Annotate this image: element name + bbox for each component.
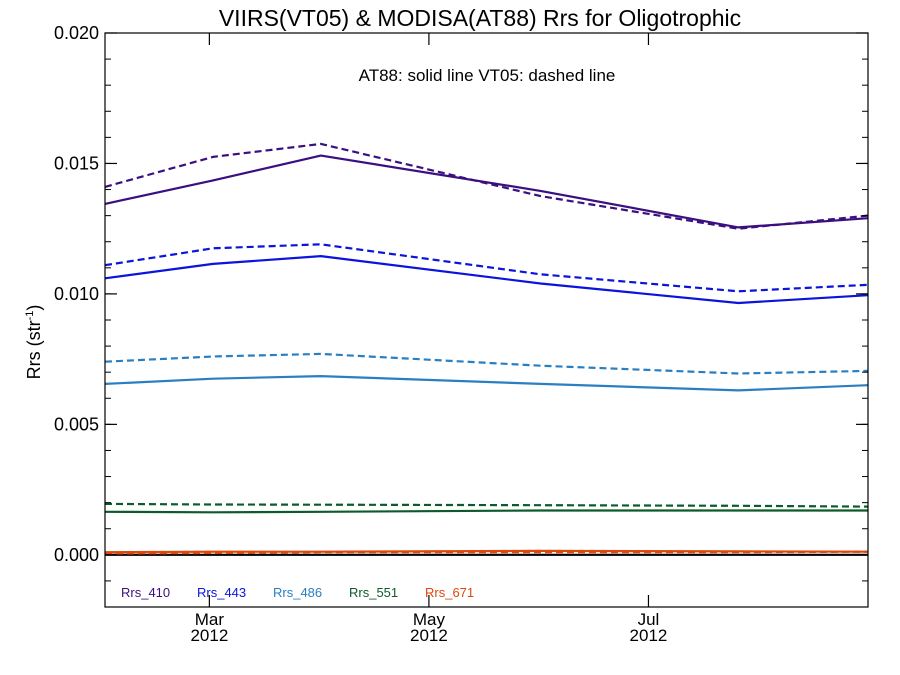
chart-title: VIIRS(VT05) & MODISA(AT88) Rrs for Oligo…	[219, 5, 741, 31]
series-line-rrs-443-at88	[104, 255, 869, 305]
y-tick-label: 0.010	[54, 284, 99, 304]
plot-area: 0.0000.0050.0100.0150.020Mar2012May2012J…	[54, 23, 869, 645]
y-axis-label-superscript: -1	[24, 311, 36, 321]
legend-label-rrs-486: Rrs_486	[273, 585, 322, 600]
x-tick-label-month: Jul	[638, 610, 660, 629]
legend-label-rrs-410: Rrs_410	[121, 585, 170, 600]
series-line-rrs-410-at88	[104, 154, 869, 229]
y-tick-label: 0.000	[54, 545, 99, 565]
series-line-rrs-551-vt05	[104, 502, 869, 508]
series-line-rrs-443-vt05	[104, 243, 869, 293]
plot-frame	[104, 32, 869, 608]
series-line-rrs-551-at88	[104, 509, 868, 514]
y-axis-label-close: )	[24, 305, 44, 311]
x-tick-label-year: 2012	[630, 626, 668, 645]
y-tick-label: 0.005	[54, 414, 99, 434]
y-tick-label: 0.015	[54, 153, 99, 173]
x-tick-label-month: Mar	[195, 610, 225, 629]
x-tick-label-month: May	[413, 610, 446, 629]
series-line-rrs-671-vt05	[104, 550, 869, 555]
series-line-rrs-486-vt05	[104, 352, 869, 375]
line-style-annotation: AT88: solid line VT05: dashed line	[359, 66, 616, 85]
series-line-rrs-486-at88	[104, 375, 869, 392]
legend-label-rrs-671: Rrs_671	[425, 585, 474, 600]
x-tick-label-year: 2012	[190, 626, 228, 645]
y-tick-label: 0.020	[54, 23, 99, 43]
y-axis-label-text: Rrs (str	[24, 320, 44, 379]
x-tick-label-year: 2012	[410, 626, 448, 645]
legend-label-rrs-551: Rrs_551	[349, 585, 398, 600]
series-line-rrs-410-vt05	[104, 142, 869, 230]
y-axis-label: Rrs (str-1)	[24, 305, 44, 380]
legend-label-rrs-443: Rrs_443	[197, 585, 246, 600]
